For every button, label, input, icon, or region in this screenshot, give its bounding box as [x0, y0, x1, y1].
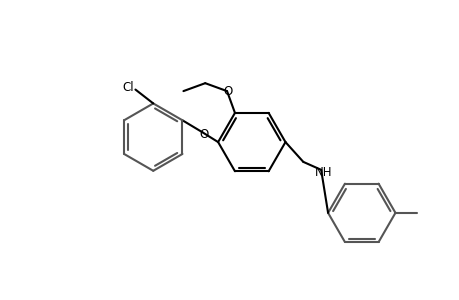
Text: O: O — [223, 85, 232, 98]
Text: NH: NH — [313, 166, 331, 179]
Text: Cl: Cl — [123, 81, 134, 94]
Text: O: O — [199, 128, 208, 141]
